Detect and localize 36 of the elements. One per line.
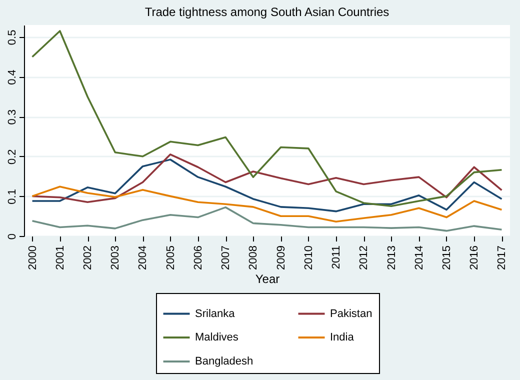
legend-label: Pakistan <box>330 308 372 320</box>
x-tick-label: 2012 <box>358 246 370 270</box>
y-tick-label: 0.1 <box>6 189 18 204</box>
y-tick-label: 0.2 <box>6 149 18 165</box>
line-series <box>31 186 503 223</box>
x-tick-label: 2003 <box>110 246 122 270</box>
x-tick-label: 2016 <box>468 246 481 270</box>
x-tick-label: 2010 <box>302 246 315 270</box>
legend-label: Srilanka <box>195 308 236 320</box>
x-tick-label: 2014 <box>413 246 426 270</box>
x-tick-label: 2005 <box>164 246 177 270</box>
x-tick-label: 2007 <box>220 246 232 270</box>
x-tick-label: 2001 <box>54 246 66 270</box>
legend-label: Maldives <box>195 332 239 344</box>
y-tick-label: 0.3 <box>6 109 18 125</box>
legend-label: Bangladesh <box>195 356 254 368</box>
y-tick-label: 0 <box>6 233 18 240</box>
x-tick-label: 2011 <box>330 246 343 270</box>
x-axis-title: Year <box>255 272 280 286</box>
x-tick-label: 2015 <box>440 246 453 270</box>
y-tick-label: 0.4 <box>6 70 18 85</box>
line-series <box>31 30 503 208</box>
x-tick-label: 2000 <box>26 246 39 270</box>
legend-label: India <box>330 332 355 344</box>
x-tick-label: 2006 <box>192 246 204 270</box>
chart-title: Trade tightness among South Asian Countries <box>144 5 390 19</box>
x-tick-label: 2004 <box>137 246 150 270</box>
x-tick-label: 2017 <box>496 246 508 270</box>
y-tick-label: 0.5 <box>6 30 18 46</box>
x-tick-label: 2009 <box>275 246 288 270</box>
line-series <box>31 206 503 232</box>
line-series <box>31 153 503 204</box>
x-tick-label: 2002 <box>82 246 94 270</box>
line-series <box>31 158 503 212</box>
x-tick-label: 2008 <box>248 246 260 270</box>
x-tick-label: 2013 <box>386 246 398 270</box>
